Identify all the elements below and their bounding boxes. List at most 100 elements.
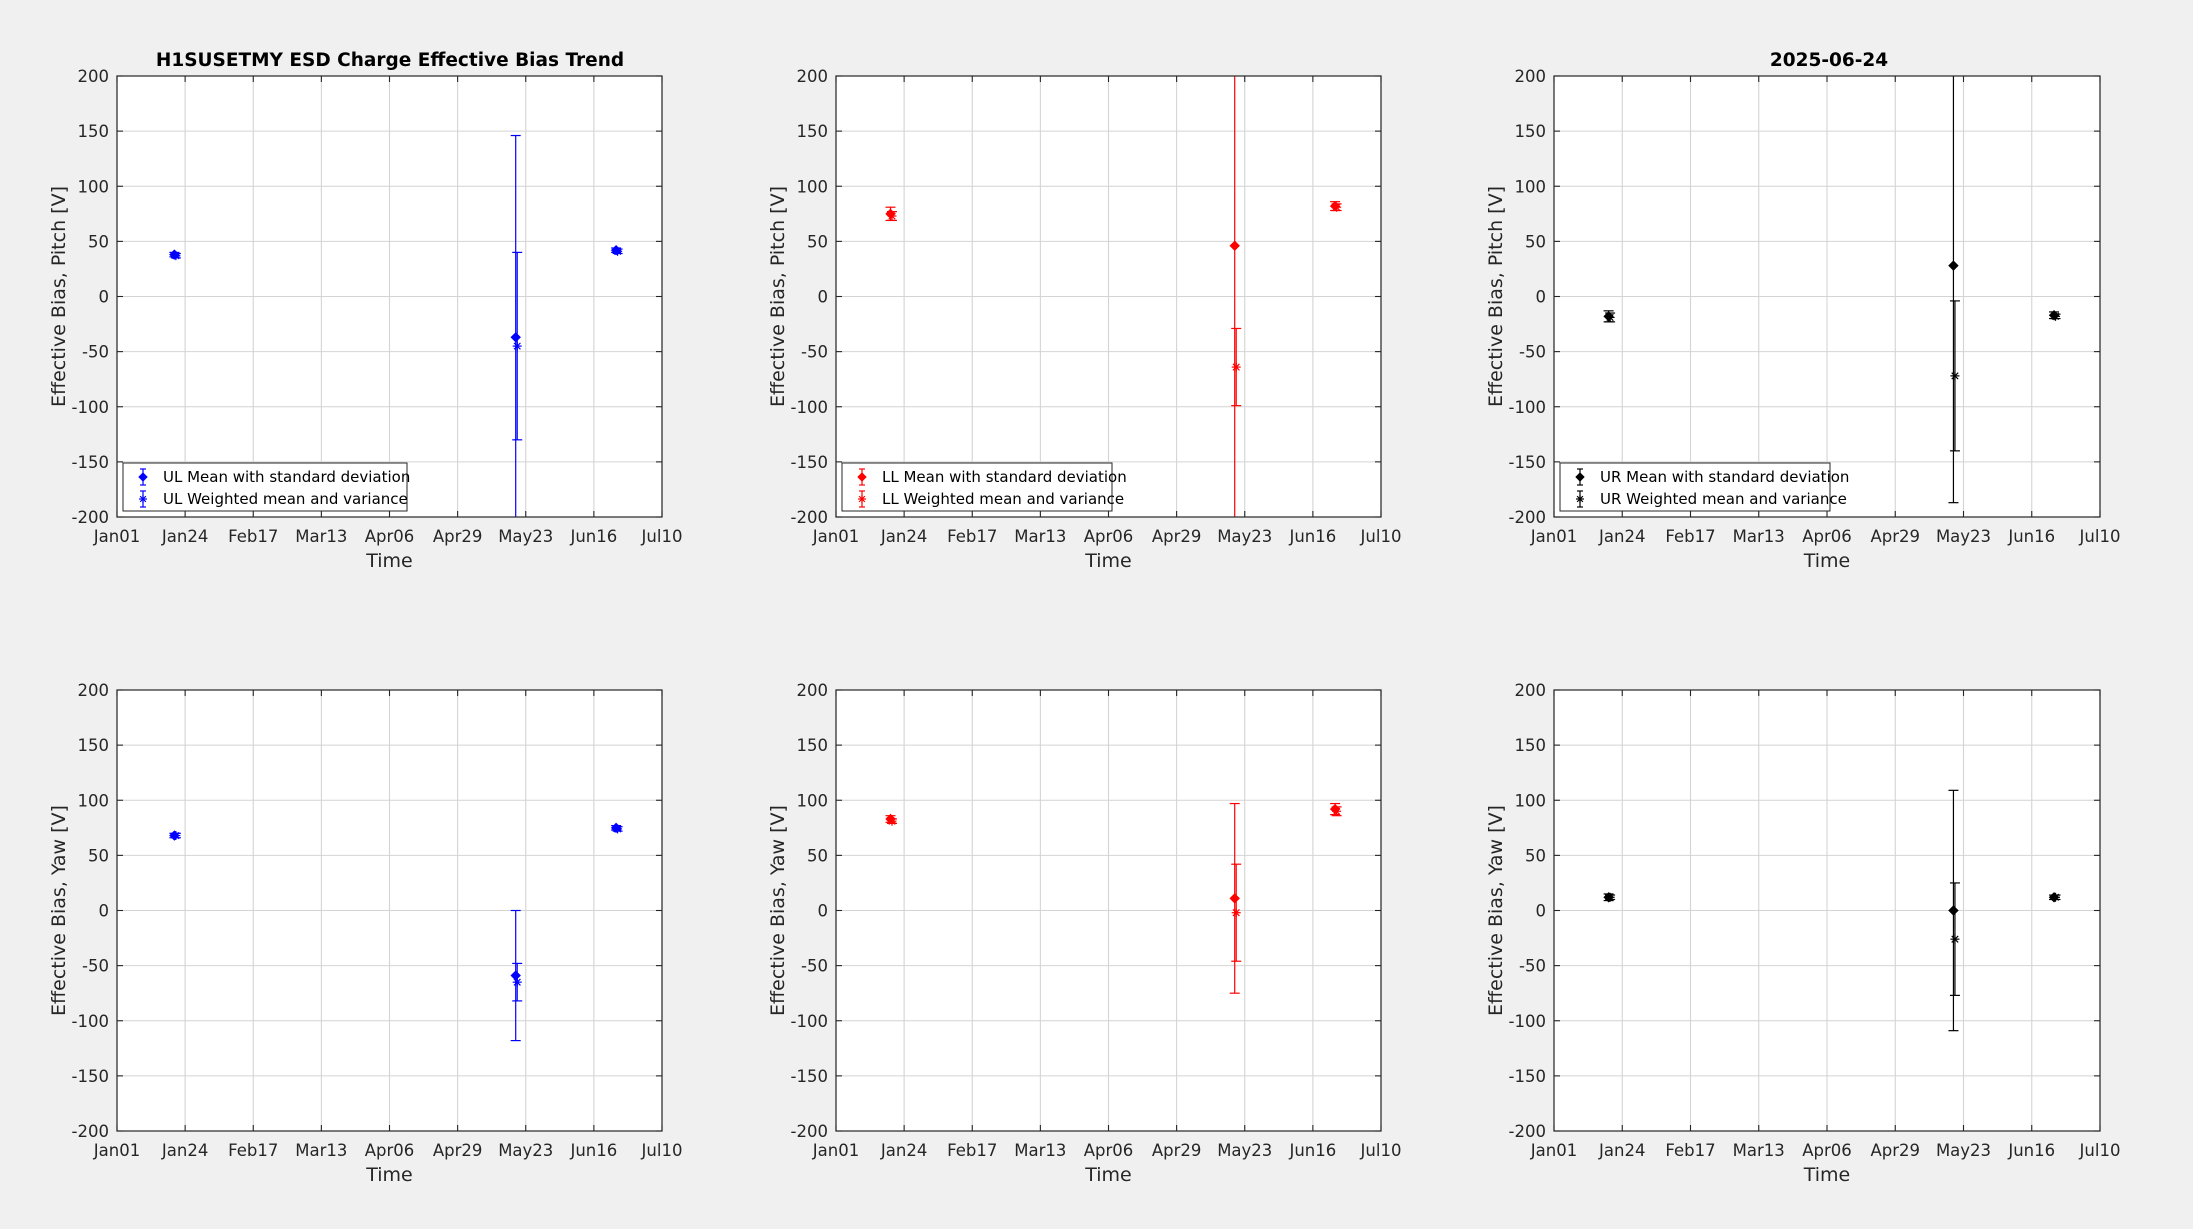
legend-diamond-marker (857, 472, 867, 482)
figure-title-right: 2025-06-24 (1770, 50, 1888, 71)
y-tick-label: 200 (78, 67, 110, 86)
legend-entry-label: UR Mean with standard deviation (1600, 468, 1849, 486)
y-tick-label: -200 (791, 1122, 828, 1141)
x-tick-label: Feb17 (228, 527, 278, 546)
weighted-point-d2 (513, 978, 521, 986)
series-weighted (887, 806, 1342, 962)
x-tick-label: Apr06 (1084, 527, 1134, 546)
x-tick-label: Apr29 (1870, 527, 1920, 546)
weighted-point (1231, 362, 1241, 372)
y-tick-label: 50 (1525, 232, 1546, 251)
y-axis-label: Effective Bias, Pitch [V] (48, 186, 70, 407)
x-tick-label: May23 (1936, 527, 1991, 546)
subplot-2: Jan01 Jan24 Feb17 Mar13 Apr06 Apr29 May23 Jun16… (767, 67, 1402, 572)
weighted-point-d2 (1232, 909, 1240, 917)
weighted-point (887, 211, 897, 221)
y-tick-label: -100 (791, 1012, 828, 1031)
legend-diamond-marker (1575, 472, 1585, 482)
weighted-point-d2 (1332, 807, 1341, 815)
legend-box (841, 462, 1113, 512)
y-tick-label: 150 (78, 122, 110, 141)
y-tick-label: -200 (791, 508, 828, 527)
weighted-point-d2 (888, 817, 896, 825)
weighted-point-d2 (172, 252, 180, 260)
data-layer (169, 134, 623, 517)
x-tick-label: Mar13 (295, 527, 347, 546)
x-tick-label: Mar13 (295, 1141, 347, 1160)
weighted-point-d2 (1332, 203, 1341, 211)
x-tick-label: Jan01 (93, 527, 140, 546)
weighted-point (512, 341, 522, 351)
subplot-6: Jan01 Jan24 Feb17 Mar13 Apr06 Apr29 May23 Jun16… (1485, 681, 2120, 1186)
grid-lines (835, 689, 1382, 1132)
legend-star-marker (1576, 495, 1584, 503)
x-tick-label: Jan01 (93, 1141, 140, 1160)
x-tick-label: Jan24 (880, 1141, 927, 1160)
weighted-point-d2 (1951, 372, 1959, 380)
weighted-point (1950, 934, 1960, 944)
x-tick-label: Jan01 (1530, 527, 1577, 546)
x-axis-label: Time (365, 550, 413, 572)
y-axis-label: Effective Bias, Pitch [V] (767, 186, 789, 407)
y-tick-label: 0 (1536, 288, 1547, 307)
x-tick-label: Jun16 (1288, 527, 1336, 546)
subplot-5: Jan01 Jan24 Feb17 Mar13 Apr06 Apr29 May23 Jun16… (767, 681, 1401, 1186)
x-tick-label: Mar13 (1733, 527, 1785, 546)
data-layer (885, 76, 1342, 517)
y-tick-label: 150 (1515, 122, 1547, 141)
data-layer (169, 822, 623, 1042)
y-tick-label: 0 (1536, 902, 1547, 921)
weighted-point-d2 (888, 212, 896, 220)
x-tick-label: May23 (1217, 527, 1272, 546)
y-tick-label: 50 (88, 846, 109, 865)
x-tick-label: Jun16 (1288, 1141, 1336, 1160)
x-tick-label: May23 (498, 527, 553, 546)
mean-point (1948, 905, 1959, 916)
x-tick-label: Jul10 (2079, 1141, 2121, 1160)
legend-star-marker (139, 495, 147, 503)
legend-entry-label: UL Weighted mean and variance (163, 490, 408, 508)
legend-entry-label: UR Weighted mean and variance (1600, 490, 1847, 508)
weighted-point-d2 (172, 831, 180, 840)
x-tick-label: Feb17 (947, 527, 997, 546)
x-tick-label: Jul10 (2079, 527, 2121, 546)
y-tick-label: 0 (818, 288, 829, 307)
legend-box (122, 462, 408, 512)
y-tick-label: 100 (78, 791, 110, 810)
weighted-point (887, 816, 897, 826)
y-tick-label: 50 (807, 232, 828, 251)
data-layer (885, 802, 1342, 994)
series-weighted (170, 824, 623, 1002)
y-tick-label: 150 (797, 122, 829, 141)
y-tick-label: -200 (72, 508, 109, 527)
x-tick-label: Jun16 (569, 1141, 617, 1160)
x-tick-label: Apr29 (433, 1141, 483, 1160)
x-tick-label: Apr29 (433, 527, 483, 546)
legend-star-marker-d2 (858, 495, 866, 503)
y-tick-label: -150 (1509, 453, 1546, 472)
x-axis-label: Time (365, 1164, 413, 1186)
mean-point (510, 332, 521, 343)
subplot-3: Jan01 Jan24 Feb17 Mar13 Apr06 Apr29 May23 Jun16… (1485, 67, 2121, 572)
x-tick-label: Jul10 (641, 1141, 683, 1160)
weighted-point-d2 (1951, 935, 1959, 943)
x-tick-label: Apr06 (1802, 1141, 1852, 1160)
x-tick-label: Apr06 (365, 1141, 415, 1160)
legend-star-marker-d2 (139, 495, 147, 503)
y-tick-label: 100 (797, 177, 829, 196)
x-tick-label: Jan01 (1530, 1141, 1577, 1160)
weighted-point (613, 246, 623, 256)
weighted-point (2051, 892, 2061, 902)
y-axis-label: Effective Bias, Yaw [V] (767, 805, 789, 1016)
weighted-point-d2 (1606, 313, 1614, 322)
x-tick-label: Feb17 (947, 1141, 997, 1160)
y-tick-label: 50 (807, 846, 828, 865)
x-tick-label: Jul10 (641, 527, 683, 546)
x-tick-label: Jul10 (1360, 1141, 1402, 1160)
x-tick-label: Jul10 (1360, 527, 1402, 546)
x-tick-label: Jun16 (2007, 1141, 2055, 1160)
x-tick-label: Jun16 (2007, 527, 2055, 546)
weighted-point-d2 (513, 342, 521, 350)
y-tick-label: -50 (801, 957, 828, 976)
y-tick-label: 50 (1525, 846, 1546, 865)
